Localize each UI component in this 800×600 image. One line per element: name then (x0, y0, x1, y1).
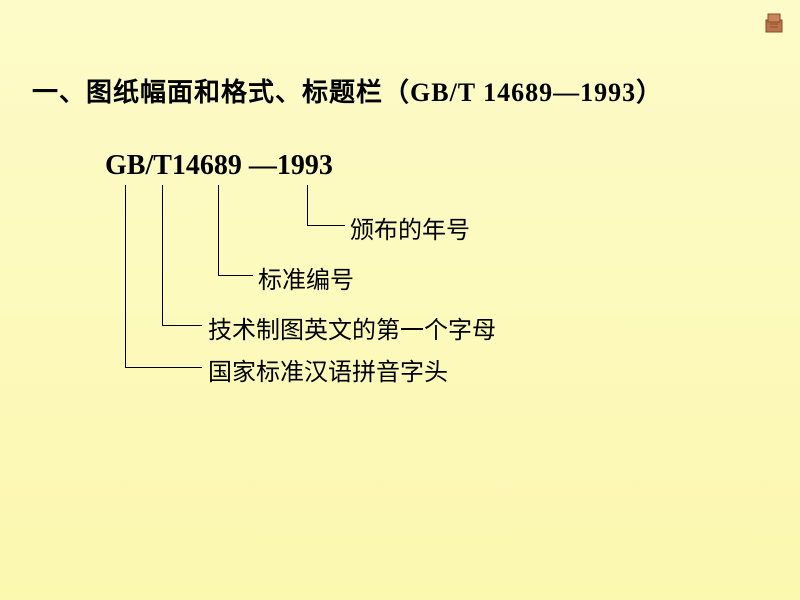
annotation-year: 颁布的年号 (350, 210, 470, 245)
annotation-national-standard: 国家标准汉语拼音字头 (208, 352, 448, 387)
connector-line (307, 185, 308, 225)
connector-line (162, 185, 163, 325)
annotation-standard-number: 标准编号 (258, 260, 354, 295)
connector-line (307, 225, 345, 226)
standard-code: GB/T14689 —1993 (105, 150, 333, 182)
annotation-technical-letter: 技术制图英文的第一个字母 (208, 310, 496, 345)
connector-line (218, 185, 219, 275)
connector-line (218, 275, 253, 276)
slide-title: 一、图纸幅面和格式、标题栏（GB/T 14689—1993） (32, 72, 663, 109)
connector-line (162, 325, 202, 326)
connector-line (125, 185, 126, 367)
corner-decoration-icon (760, 8, 788, 36)
connector-line (125, 367, 202, 368)
